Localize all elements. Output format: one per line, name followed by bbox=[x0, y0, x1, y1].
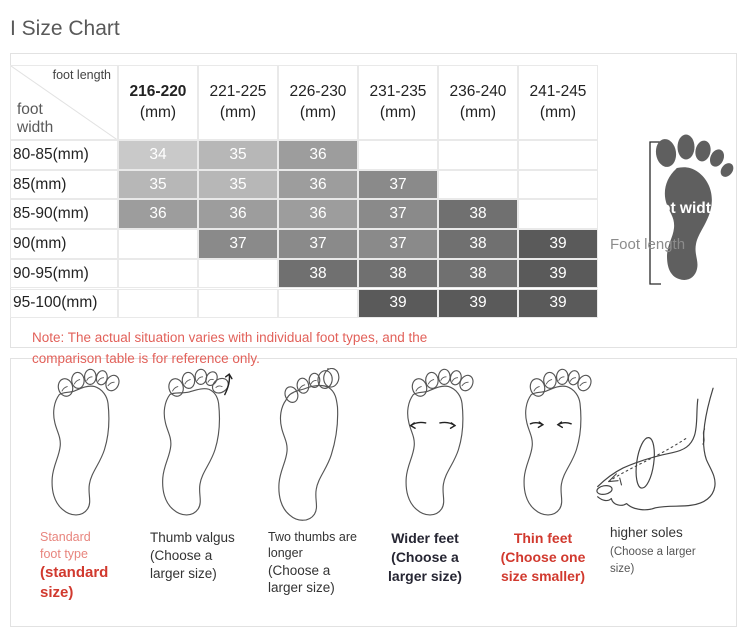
svg-text:ot width: ot width bbox=[661, 200, 720, 217]
svg-text:Foot length: Foot length bbox=[610, 236, 685, 253]
